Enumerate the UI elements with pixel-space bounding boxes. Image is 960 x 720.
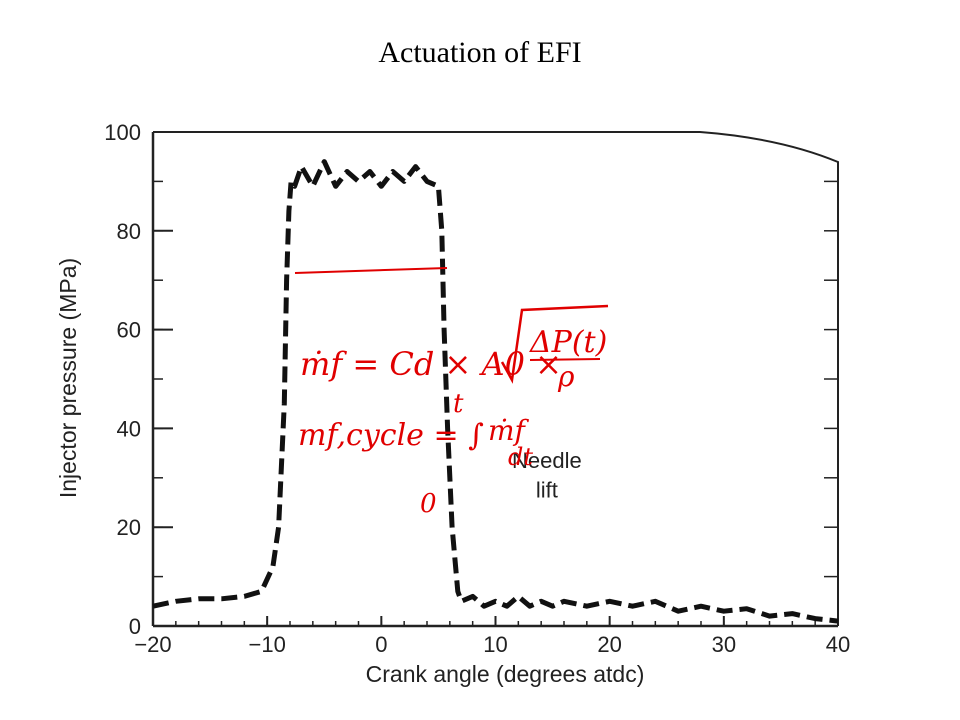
handwritten-mean-pressure-line <box>294 267 448 274</box>
handwritten-upper-limit: t <box>453 389 464 419</box>
handwritten-notes: ṁf = Cd × A0 × ΔP(t) ρ mf,cycle = ∫ t 0… <box>294 267 609 519</box>
y-tick-group: 0 20 40 60 80 100 <box>104 120 173 639</box>
x-tick-label: 40 <box>826 632 850 657</box>
handwritten-cycle-mass: mf,cycle = ∫ <box>298 418 484 453</box>
plot-border-curved <box>153 131 839 626</box>
handwritten-integrand: ṁf <box>488 414 530 447</box>
y-tick-label: 0 <box>129 614 141 639</box>
handwritten-fraction-bar <box>529 358 601 361</box>
y-tick-label: 20 <box>117 515 141 540</box>
y-tick-label: 60 <box>117 318 141 343</box>
annotation-label: Needle <box>512 448 582 473</box>
annotation-label: lift <box>536 478 558 503</box>
x-axis-title: Crank angle (degrees atdc) <box>366 661 645 687</box>
x-tick-label: 10 <box>483 632 507 657</box>
handwritten-sqrt-sign <box>500 304 609 384</box>
y-tick-label: 80 <box>117 219 141 244</box>
x-tick-label: −20 <box>134 632 171 657</box>
y-axis-title: Injector pressure (MPa) <box>55 258 81 498</box>
x-tick-label: 20 <box>597 632 621 657</box>
handwritten-delta-p: ΔP(t) <box>529 325 607 360</box>
x-tick-label: 30 <box>712 632 736 657</box>
handwritten-mass-flow-equation: ṁf = Cd × A0 × <box>300 345 562 383</box>
y-tick-label: 40 <box>117 416 141 441</box>
handwritten-differential: dt <box>508 443 533 471</box>
x-tick-label: 0 <box>375 632 387 657</box>
pressure-trace-line <box>152 159 839 624</box>
x-tick-label: −10 <box>249 632 286 657</box>
annotation-group: Needle lift <box>512 448 582 503</box>
right-tick-group <box>824 180 838 627</box>
y-tick-label: 100 <box>104 120 141 145</box>
slide-title: Actuation of EFI <box>378 36 582 69</box>
handwritten-rho: ρ <box>557 360 575 393</box>
x-tick-group: −20 −10 0 10 20 30 40 <box>134 616 850 657</box>
handwritten-lower-limit: 0 <box>420 489 437 519</box>
